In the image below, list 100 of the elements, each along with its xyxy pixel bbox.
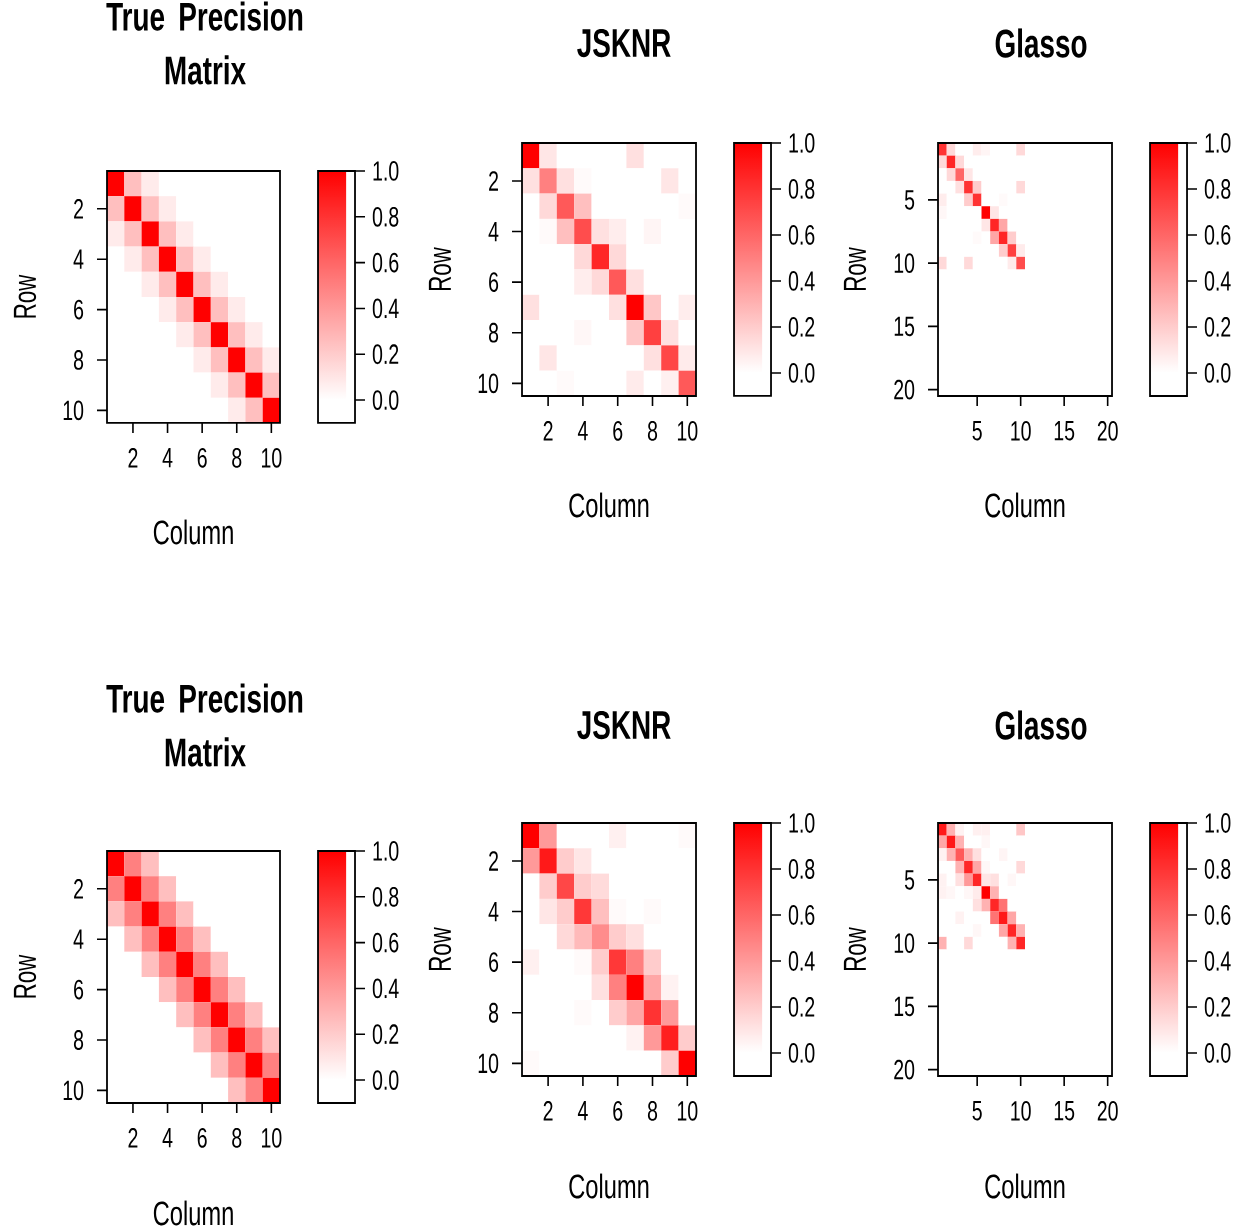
x-tick-label: 5: [972, 1101, 982, 1121]
y-tick-label: 6: [489, 952, 499, 973]
color-bar-label: 0.0: [372, 1070, 399, 1090]
x-axis-title: Column: [985, 492, 1065, 518]
color-bar-label: 0.4: [788, 271, 815, 291]
color-bar-label: 0.0: [788, 1043, 815, 1063]
y-tick-label: 2: [489, 851, 498, 871]
x-tick-label: 4: [577, 1101, 588, 1121]
x-tick-label: 10: [1011, 1101, 1031, 1121]
y-tick-label: 20: [894, 379, 915, 400]
x-tick-label: 2: [128, 448, 138, 468]
y-tick-label: 5: [904, 870, 915, 890]
x-tick-label: 6: [197, 448, 207, 468]
y-tick-label: 10: [478, 1053, 499, 1074]
color-bar-label: 0.8: [1204, 179, 1231, 199]
color-bar-label: 0.4: [1204, 271, 1231, 291]
x-tick-label: 5: [972, 421, 982, 441]
x-tick-label: 8: [647, 421, 658, 441]
y-tick-label: 6: [489, 272, 499, 293]
y-tick-label: 15: [894, 996, 915, 1017]
color-bar-label: 1.0: [789, 813, 815, 833]
x-tick-label: 8: [232, 448, 242, 468]
chart-title: Glasso: [995, 28, 1087, 58]
chart-title: True Precision Matrix: [106, 683, 303, 767]
color-bar-label: 0.8: [788, 179, 815, 199]
color-bar-label: 1.0: [789, 133, 815, 153]
y-axis-title: Row: [13, 954, 37, 998]
x-tick-label: 20: [1097, 421, 1118, 441]
y-tick-label: 10: [63, 1080, 84, 1101]
color-bar-label: 0.4: [1204, 951, 1231, 971]
x-tick-label: 10: [261, 448, 282, 468]
y-axis-title: Row: [13, 274, 37, 318]
y-tick-label: 2: [489, 171, 498, 191]
chart-title: True Precision Matrix: [106, 1, 303, 85]
color-bar-label: 0.2: [1204, 317, 1231, 337]
color-bar-label: 0.4: [372, 978, 399, 999]
y-tick-label: 10: [478, 373, 499, 394]
x-tick-label: 20: [1097, 1101, 1118, 1121]
x-tick-label: 8: [647, 1101, 658, 1121]
chart-title: JSKNR: [577, 710, 671, 740]
y-axis-title: Row: [843, 247, 867, 290]
color-bar-label: 0.0: [1204, 363, 1231, 383]
color-bar-label: 0.2: [372, 1024, 399, 1045]
color-bar-label: 0.6: [372, 932, 399, 953]
y-axis-title: Row: [428, 247, 452, 290]
x-tick-label: 8: [232, 1128, 242, 1148]
y-tick-label: 10: [894, 933, 915, 954]
y-tick-label: 4: [73, 249, 84, 269]
color-bar-label: 0.6: [1204, 905, 1231, 925]
y-tick-label: 10: [894, 253, 915, 274]
y-tick-label: 10: [63, 400, 84, 421]
color-bar-label: 0.6: [1204, 225, 1231, 245]
color-bar-label: 0.6: [372, 252, 399, 273]
color-bar-label: 0.8: [372, 886, 399, 907]
x-axis-title: Column: [985, 1173, 1065, 1199]
chart-title: JSKNR: [577, 28, 671, 58]
x-tick-label: 4: [577, 421, 588, 441]
y-axis-title: Row: [428, 927, 452, 970]
y-tick-label: 4: [488, 221, 499, 242]
x-tick-label: 6: [197, 1128, 207, 1148]
x-axis-title: Column: [153, 519, 233, 545]
y-axis-title: Row: [843, 927, 867, 970]
color-bar-label: 1.0: [373, 841, 399, 861]
x-tick-label: 6: [613, 421, 623, 441]
y-tick-label: 4: [488, 901, 499, 922]
x-tick-label: 10: [1011, 421, 1031, 441]
y-tick-label: 8: [488, 1002, 499, 1023]
color-bar-label: 0.2: [788, 997, 815, 1017]
color-bar-label: 0.0: [788, 363, 815, 383]
color-bar-label: 0.8: [788, 859, 815, 879]
x-tick-label: 4: [162, 1128, 173, 1148]
x-tick-label: 4: [162, 448, 173, 468]
color-bar-label: 0.8: [1204, 859, 1231, 879]
x-tick-label: 2: [128, 1128, 138, 1148]
chart-title: Glasso: [995, 710, 1087, 740]
y-tick-label: 2: [74, 879, 83, 899]
x-tick-label: 10: [261, 1128, 282, 1148]
x-tick-label: 2: [543, 421, 553, 441]
y-tick-label: 2: [74, 199, 83, 219]
color-bar-label: 1.0: [373, 161, 399, 181]
color-bar-label: 0.8: [372, 206, 399, 227]
color-bar-label: 0.2: [1204, 997, 1231, 1017]
color-bar-label: 0.0: [1204, 1043, 1231, 1063]
color-bar-label: 1.0: [1205, 813, 1231, 833]
color-bar-label: 0.0: [372, 390, 399, 410]
x-axis-title: Column: [153, 1200, 233, 1226]
color-bar-label: 0.4: [788, 951, 815, 971]
color-bar-label: 0.6: [788, 225, 815, 245]
y-tick-label: 4: [73, 929, 84, 949]
y-tick-label: 6: [74, 979, 84, 1000]
color-bar-label: 0.4: [372, 298, 399, 319]
color-bar-label: 0.6: [788, 905, 815, 925]
x-axis-title: Column: [569, 492, 649, 518]
y-tick-label: 8: [488, 322, 499, 343]
color-bar-label: 0.2: [788, 317, 815, 337]
y-tick-label: 20: [894, 1059, 915, 1080]
x-tick-label: 6: [613, 1101, 623, 1121]
x-tick-label: 15: [1054, 1101, 1075, 1121]
color-bar-label: 1.0: [1205, 133, 1231, 153]
x-tick-label: 2: [543, 1101, 553, 1121]
